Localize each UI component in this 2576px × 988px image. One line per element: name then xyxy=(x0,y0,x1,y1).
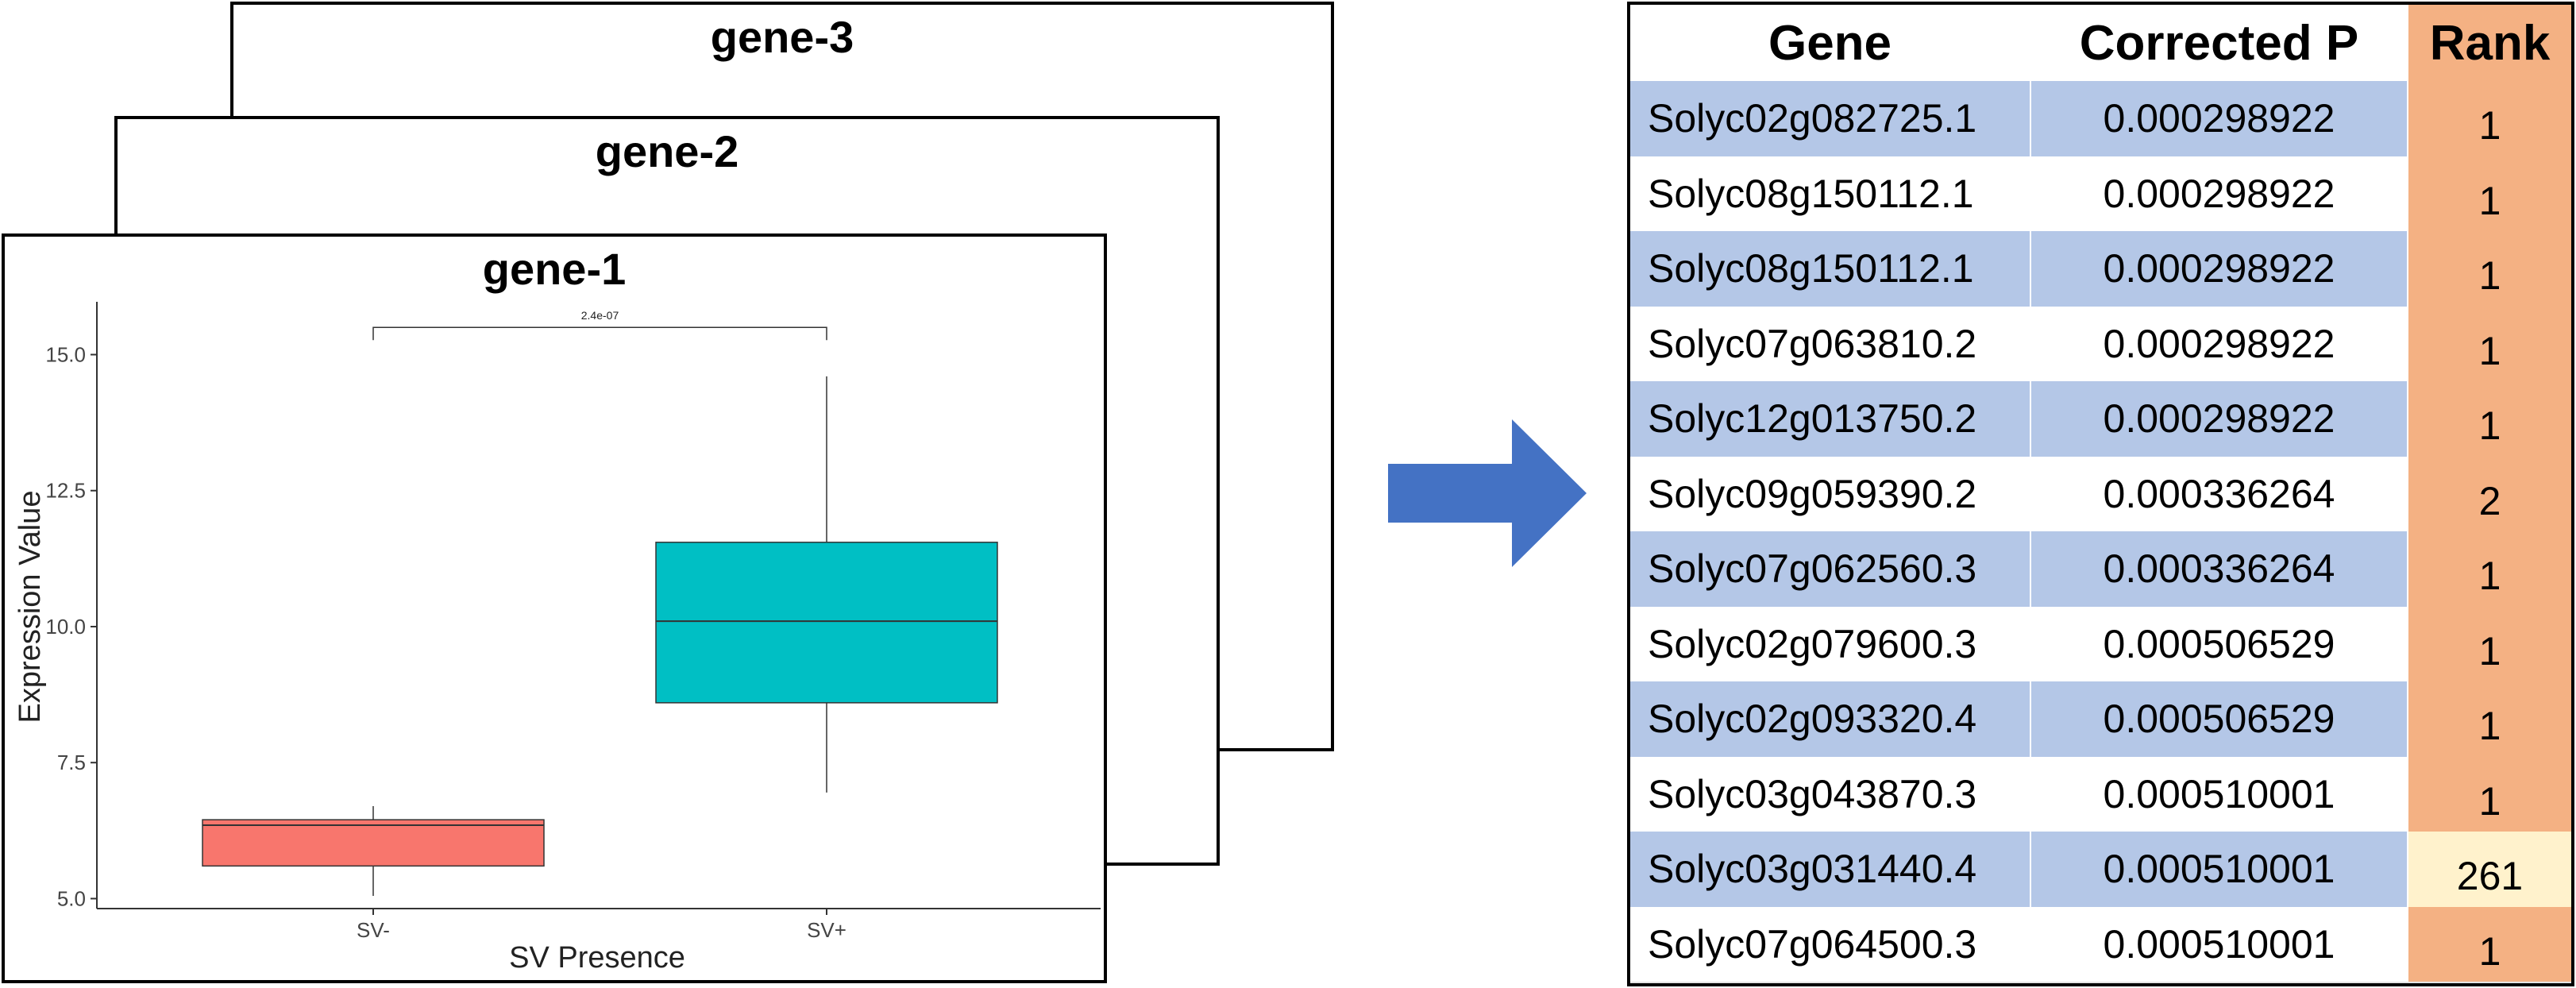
gene-1-title: gene-1 xyxy=(482,244,627,294)
table-row: Solyc02g079600.3 0.000506529 1 xyxy=(1630,606,2571,683)
gene-cell: Solyc03g043870.3 xyxy=(1630,756,2031,832)
rank-cell: 261 xyxy=(2408,832,2571,907)
rank-cell: 1 xyxy=(2408,681,2571,757)
comparison-bracket xyxy=(372,326,827,341)
corrected-p-cell: 0.000510001 xyxy=(2031,756,2408,832)
table-row: Solyc08g150112.1 0.000298922 1 xyxy=(1630,156,2571,233)
corrected-p-cell: 0.000510001 xyxy=(2031,906,2408,982)
corrected-p-cell: 0.000298922 xyxy=(2031,81,2408,156)
x-axis-title: SV Presence xyxy=(509,941,685,974)
table-row: Solyc02g082725.1 0.000298922 1 xyxy=(1630,81,2571,158)
table-row: Solyc08g150112.1 0.000298922 1 xyxy=(1630,231,2571,308)
x-tick-label-sv-minus: SV- xyxy=(357,918,390,942)
table-row: Solyc07g063810.2 0.000298922 1 xyxy=(1630,306,2571,383)
header-corrected-p: Corrected P xyxy=(2031,5,2408,81)
gene-cell: Solyc02g082725.1 xyxy=(1630,81,2031,156)
gene-cell: Solyc08g150112.1 xyxy=(1630,231,2031,307)
corrected-p-cell: 0.000336264 xyxy=(2031,456,2408,531)
table-row: Solyc12g013750.2 0.000298922 1 xyxy=(1630,381,2571,458)
table-row: Solyc07g062560.3 0.000336264 1 xyxy=(1630,531,2571,608)
rank-cell: 1 xyxy=(2408,306,2571,381)
header-gene: Gene xyxy=(1630,5,2031,81)
table-header-row: Gene Corrected P Rank xyxy=(1630,5,2571,83)
gene-cell: Solyc07g062560.3 xyxy=(1630,531,2031,607)
gene-cell: Solyc02g079600.3 xyxy=(1630,606,2031,681)
gene-3-title: gene-3 xyxy=(710,12,854,62)
y-tick-label: 5.0 xyxy=(57,886,86,910)
gene-cell: Solyc02g093320.4 xyxy=(1630,681,2031,757)
table-row: Solyc03g031440.4 0.000510001 261 xyxy=(1630,832,2571,909)
gene-cell: Solyc07g064500.3 xyxy=(1630,906,2031,982)
rank-cell: 1 xyxy=(2408,756,2571,832)
header-rank: Rank xyxy=(2408,5,2571,81)
p-value-label: 2.4e-07 xyxy=(581,309,619,322)
rank-cell: 1 xyxy=(2408,381,2571,457)
table-row: Solyc02g093320.4 0.000506529 1 xyxy=(1630,681,2571,758)
table-row: Solyc09g059390.2 0.000336264 2 xyxy=(1630,456,2571,533)
corrected-p-cell: 0.000336264 xyxy=(2031,531,2408,607)
corrected-p-cell: 0.000298922 xyxy=(2031,156,2408,231)
results-table: Gene Corrected P Rank Solyc02g082725.1 0.000… xyxy=(1627,2,2574,986)
right-arrow-icon xyxy=(1388,419,1587,567)
corrected-p-cell: 0.000506529 xyxy=(2031,606,2408,681)
rank-cell: 1 xyxy=(2408,231,2571,307)
y-tick-label: 12.5 xyxy=(45,479,86,503)
rank-cell: 1 xyxy=(2408,531,2571,607)
rank-cell: 1 xyxy=(2408,606,2571,681)
gene-cell: Solyc03g031440.4 xyxy=(1630,832,2031,907)
table-row: Solyc03g043870.3 0.000510001 1 xyxy=(1630,756,2571,833)
corrected-p-cell: 0.000506529 xyxy=(2031,681,2408,757)
corrected-p-cell: 0.000298922 xyxy=(2031,306,2408,381)
gene-1-card: gene-1 5.0 7.5 10.0 12.5 15.0 SV- SV+ 2.4e-07 SV… xyxy=(2,233,1107,983)
corrected-p-cell: 0.000298922 xyxy=(2031,231,2408,307)
gene-2-title: gene-2 xyxy=(595,126,739,176)
rank-cell: 2 xyxy=(2408,456,2571,531)
box-sv-plus xyxy=(655,542,998,704)
gene-cell: Solyc09g059390.2 xyxy=(1630,456,2031,531)
corrected-p-cell: 0.000298922 xyxy=(2031,381,2408,457)
rank-cell: 1 xyxy=(2408,156,2571,231)
y-axis-title: Expression Value xyxy=(13,491,47,724)
rank-cell: 1 xyxy=(2408,81,2571,156)
corrected-p-cell: 0.000510001 xyxy=(2031,832,2408,907)
gene-cell: Solyc08g150112.1 xyxy=(1630,156,2031,231)
gene-cell: Solyc07g063810.2 xyxy=(1630,306,2031,381)
y-tick-label: 7.5 xyxy=(57,751,86,774)
table-row: Solyc07g064500.3 0.000510001 1 xyxy=(1630,906,2571,983)
y-tick-label: 10.0 xyxy=(45,615,86,639)
gene-cell: Solyc12g013750.2 xyxy=(1630,381,2031,457)
x-tick-label-sv-plus: SV+ xyxy=(807,918,846,942)
boxplot: 5.0 7.5 10.0 12.5 15.0 SV- SV+ 2.4e-07 SV Presen… xyxy=(13,302,1101,974)
y-tick-label: 15.0 xyxy=(45,342,86,366)
rank-cell: 1 xyxy=(2408,906,2571,982)
box-sv-minus xyxy=(202,819,545,867)
